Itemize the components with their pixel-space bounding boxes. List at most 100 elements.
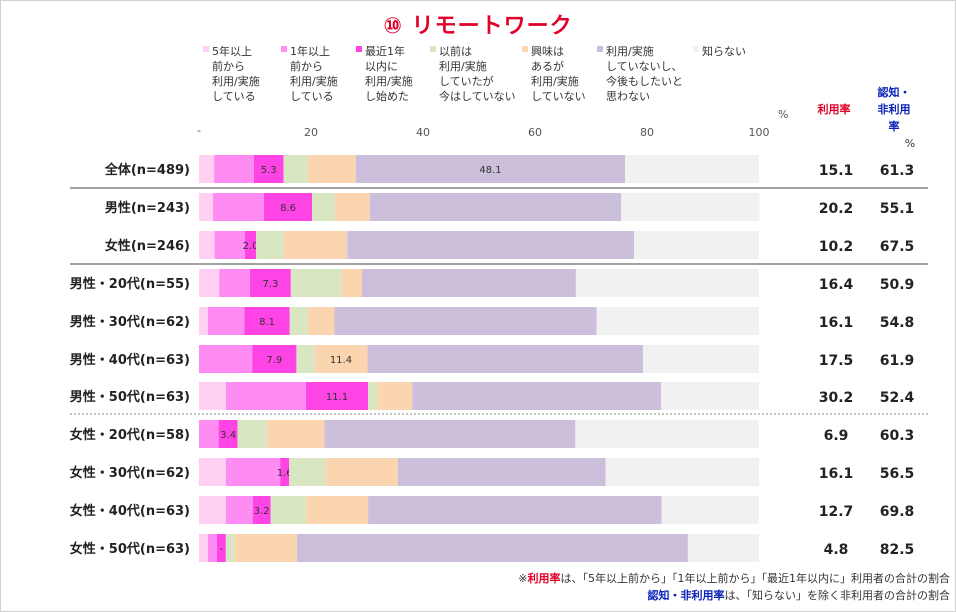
- legend-swatch: [430, 46, 436, 52]
- awareness-rate-value: 55.1: [880, 201, 915, 217]
- x-tick-label: -: [197, 124, 201, 137]
- awareness-rate-value: 54.8: [880, 315, 915, 331]
- bar-segment: [199, 420, 219, 448]
- bar-segment: [249, 269, 291, 297]
- bar-segment: [199, 458, 226, 486]
- usage-rate-value: 4.8: [824, 542, 849, 558]
- bar-segment: [199, 382, 226, 410]
- bar-segment: [575, 269, 759, 297]
- legend-item: 知らない: [693, 44, 746, 58]
- bar-segment: [199, 269, 220, 297]
- x-tick-label: 100: [749, 126, 770, 139]
- legend: 5年以上前から利用/実施している1年以上前から利用/実施している最近1年以内に利…: [203, 44, 746, 103]
- bar-segment: [216, 534, 226, 562]
- category-label: 男性・30代(n=62): [70, 314, 190, 330]
- bar-segment: [307, 155, 356, 183]
- legend-label: 今はしていない: [439, 89, 516, 103]
- bar-segment: [225, 458, 281, 486]
- footnote-usage: ※利用率は、「5年以上前から」「1年以上前から」「最近1年以内に」利用者の合計の…: [518, 572, 950, 585]
- usage-rate-value: 16.4: [819, 277, 854, 293]
- bar-segment: [199, 193, 213, 221]
- x-tick-label: 80: [640, 126, 654, 139]
- legend-label: 利用/実施: [439, 59, 487, 73]
- bar-segment: [244, 231, 257, 259]
- legend-label: 以内に: [365, 59, 398, 73]
- legend-label: 思わない: [606, 90, 650, 103]
- bar-segment: [234, 534, 297, 562]
- bar-segment: [334, 307, 597, 335]
- awareness-unit-label: %: [905, 137, 915, 150]
- bar-segment: [280, 458, 290, 486]
- bar-segment: [324, 420, 576, 448]
- legend-label: していないし、: [606, 60, 683, 73]
- data-label: 7.9: [266, 355, 282, 366]
- bar-row: 女性・50代(n=63) - 4.8 82.5: [70, 534, 914, 562]
- bar-segment: [199, 534, 208, 562]
- footnote-awareness-key: 認知・非利用率: [647, 589, 725, 602]
- usage-rate-header: 利用率: [818, 102, 851, 116]
- bar-segment: [347, 231, 635, 259]
- bar-segment: [377, 382, 413, 410]
- usage-rate-value: 16.1: [819, 315, 854, 331]
- legend-label: していたが: [439, 74, 494, 88]
- legend-label: 今後もしたいと: [606, 74, 683, 88]
- legend-label: 利用/実施: [531, 74, 579, 88]
- data-label: 8.1: [259, 317, 275, 328]
- bar-segment: [634, 231, 759, 259]
- legend-label: 知らない: [702, 44, 746, 58]
- awareness-rate-header-line1: 認知・: [878, 85, 911, 99]
- category-label: 男性・40代(n=63): [70, 352, 190, 368]
- bar-segment: [305, 382, 369, 410]
- bar-segment: [312, 193, 336, 221]
- bar-segment: [225, 496, 253, 524]
- bar-segment: [283, 231, 348, 259]
- legend-label: 前から: [212, 59, 245, 73]
- awareness-rate-value: 67.5: [880, 239, 915, 255]
- awareness-rate-header-line2: 非利用: [878, 102, 911, 116]
- legend-label: 利用/実施: [365, 74, 413, 88]
- category-label: 男性・20代(n=55): [70, 276, 190, 292]
- bar-segment: [199, 155, 215, 183]
- bar-segment: [263, 193, 313, 221]
- awareness-rate-value: 60.3: [880, 428, 915, 444]
- bar-segment: [213, 193, 264, 221]
- data-label: 48.1: [479, 165, 501, 176]
- bar-segment: [625, 155, 759, 183]
- footnote-usage-key: 利用率: [527, 572, 561, 585]
- bar-segment: [335, 193, 370, 221]
- legend-label: し始めた: [365, 89, 409, 103]
- legend-swatch: [356, 46, 362, 52]
- awareness-rate-value: 61.3: [880, 163, 915, 179]
- awareness-rate-value: 61.9: [880, 353, 915, 369]
- category-label: 男性・50代(n=63): [70, 389, 190, 405]
- data-label: 3.4: [220, 430, 236, 441]
- legend-label: 1年以上: [290, 44, 330, 58]
- bar-row: 女性・30代(n=62) 1.6 16.1 56.5: [70, 458, 914, 486]
- bar-segment: [207, 307, 245, 335]
- legend-swatch: [597, 46, 603, 52]
- bar-segment: [305, 496, 369, 524]
- bar-segment: [369, 193, 622, 221]
- bar-row: 男性・50代(n=63) 11.1 30.2 52.4: [70, 382, 915, 410]
- category-label: 全体(n=489): [104, 162, 190, 178]
- bar-segment: [314, 345, 368, 373]
- x-tick-label: 60: [528, 126, 542, 139]
- bar-row: 男性・30代(n=62) 8.1 16.1 54.8: [70, 307, 914, 335]
- data-label: 5.3: [261, 165, 277, 176]
- bar-segment: [199, 307, 208, 335]
- bar-row: 全体(n=489) 5.3 48.1 15.1 61.3: [104, 155, 914, 183]
- awareness-rate-value: 50.9: [880, 277, 915, 293]
- usage-rate-value: 30.2: [819, 390, 854, 406]
- chart-title: ⑩ リモートワーク: [383, 14, 573, 39]
- legend-label: 利用/実施: [212, 74, 260, 88]
- bar-segment: [296, 345, 315, 373]
- data-label: 1.6: [277, 468, 293, 479]
- bar-segment: [237, 420, 267, 448]
- legend-swatch: [281, 46, 287, 52]
- awareness-rate-value: 82.5: [880, 542, 915, 558]
- bar-segment: [575, 420, 759, 448]
- usage-rate-value: 16.1: [819, 466, 854, 482]
